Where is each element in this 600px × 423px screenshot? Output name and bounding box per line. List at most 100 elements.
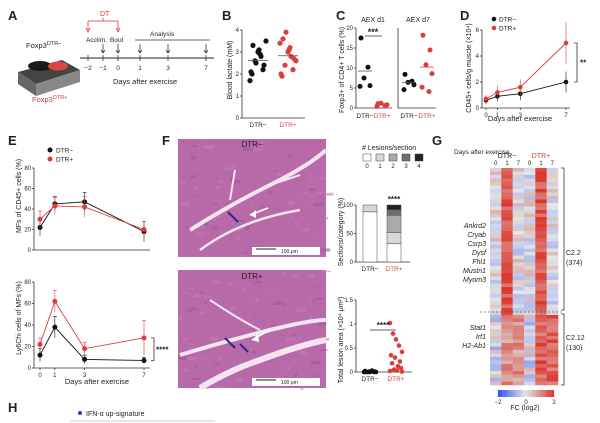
g-heat-cell	[512, 185, 525, 190]
g-group-label: DTR−	[498, 153, 516, 160]
b-dot-dtr-pos	[288, 53, 294, 60]
g-heat-cell	[546, 259, 559, 263]
g-cluster2-bracket	[561, 313, 565, 386]
g-heat-cell	[501, 332, 513, 337]
he-texture	[193, 186, 198, 189]
g-heat-cell	[535, 182, 547, 186]
g-heat-cell	[490, 357, 502, 361]
g-heat-cell	[524, 185, 536, 190]
e-bot-ytick-label: 60	[24, 302, 31, 308]
g-heat-cell	[512, 294, 525, 298]
g-scale-cell	[540, 390, 542, 397]
g-heat-cell	[546, 301, 559, 305]
e-xtick-label: 3	[83, 373, 87, 379]
g-heat-cell	[501, 280, 513, 284]
he-texture	[294, 373, 298, 377]
g-heat-cell	[501, 227, 513, 232]
g-heat-cell	[501, 213, 513, 218]
g-heat-cell	[501, 220, 513, 225]
d-legend-marker	[491, 25, 497, 31]
f-bar-segment	[362, 211, 378, 263]
f-area-sig-label: ****	[377, 321, 390, 330]
lesion-legend-swatch	[388, 153, 398, 162]
f-bar-sig-label: ****	[388, 195, 401, 204]
g-heat-cell	[490, 329, 502, 333]
he-texture	[319, 177, 325, 180]
g-heat-cell	[512, 199, 525, 204]
he-texture	[204, 144, 214, 149]
g-heat-cell	[535, 283, 547, 288]
g-heat-cell	[512, 374, 525, 379]
he-texture	[251, 145, 256, 148]
panel-letter-g: G	[432, 133, 442, 148]
f-bar-ytick-label: 100	[343, 203, 354, 209]
f-bar-segment	[386, 209, 402, 216]
g-heat-cell	[512, 273, 525, 277]
c-sig-label: ***	[368, 27, 379, 37]
g-scale-cell	[551, 390, 553, 397]
g-heat-cell	[490, 367, 502, 372]
g-heat-cell	[490, 227, 502, 232]
b-ytick-label: 3	[236, 50, 240, 56]
g-heat-cell	[512, 217, 525, 221]
e-bot-dtr-pos-point	[141, 335, 147, 341]
arrow-icon	[137, 44, 143, 54]
g-heat-cell	[535, 280, 547, 284]
g-heat-cell	[501, 276, 513, 281]
he-texture	[309, 299, 312, 303]
g-heat-cell	[524, 287, 536, 291]
f-bar-segment	[362, 204, 378, 213]
g-heat-cell	[524, 196, 536, 200]
he-texture	[247, 282, 251, 286]
he-texture	[178, 356, 187, 360]
g-heat-cell	[490, 381, 502, 386]
c-d7-dot	[429, 71, 435, 77]
g-scale-cell	[535, 390, 538, 397]
g-scale-cell	[517, 390, 520, 397]
g-heat-cell	[535, 304, 547, 309]
g-heat-cell	[490, 364, 502, 368]
g-heat-cell	[501, 255, 513, 260]
g-heat-cell	[535, 171, 547, 176]
c-d7-group-label: DTR+	[418, 113, 435, 120]
he-texture	[204, 300, 207, 304]
g-heat-cell	[535, 196, 547, 200]
g-gene-label: Ankrd2	[463, 223, 486, 230]
g-heat-cell	[524, 234, 536, 239]
g-heat-cell	[535, 234, 547, 239]
g-scale-cell	[519, 390, 521, 397]
e-bot-dtr-pos-point	[52, 298, 58, 304]
g-heat-cell	[546, 262, 559, 267]
he-texture	[294, 222, 300, 226]
b-ytick-label: 1	[236, 94, 240, 100]
f-area-dot-dtr-pos	[390, 331, 396, 336]
g-heat-cell	[546, 329, 559, 333]
g-heat-cell	[524, 238, 536, 242]
e-top-ytick-label: 0	[28, 248, 32, 254]
g-heat-cell	[501, 171, 513, 176]
cluster2-label: C2.12	[566, 335, 585, 342]
he-texture	[307, 158, 310, 163]
g-heat-cell	[546, 353, 559, 358]
g-heat-cell	[512, 245, 525, 249]
g-scale-cell	[545, 390, 548, 397]
d-legend-marker	[491, 16, 497, 22]
g-heat-cell	[512, 203, 525, 207]
g-heat-cell	[501, 196, 513, 200]
g-heat-cell	[546, 238, 559, 242]
he-texture	[194, 195, 200, 197]
g-group-label: DTR+	[532, 153, 550, 160]
d-ylabel: CD45+ cells/g muscle (×10⁴)	[466, 23, 473, 112]
g-heat-cell	[524, 224, 536, 228]
he-texture	[308, 224, 312, 227]
g-heat-cell	[524, 357, 536, 361]
g-heat-cell	[490, 178, 502, 183]
g-heat-cell	[490, 353, 502, 358]
g-heat-cell	[512, 206, 525, 211]
he-texture	[315, 286, 324, 288]
g-heat-cell	[524, 269, 536, 274]
g-heat-cell	[490, 171, 502, 176]
he-image-1-label: DTR−	[241, 140, 262, 149]
he-texture	[270, 294, 275, 296]
lesion-legend-label: 0	[365, 164, 369, 170]
